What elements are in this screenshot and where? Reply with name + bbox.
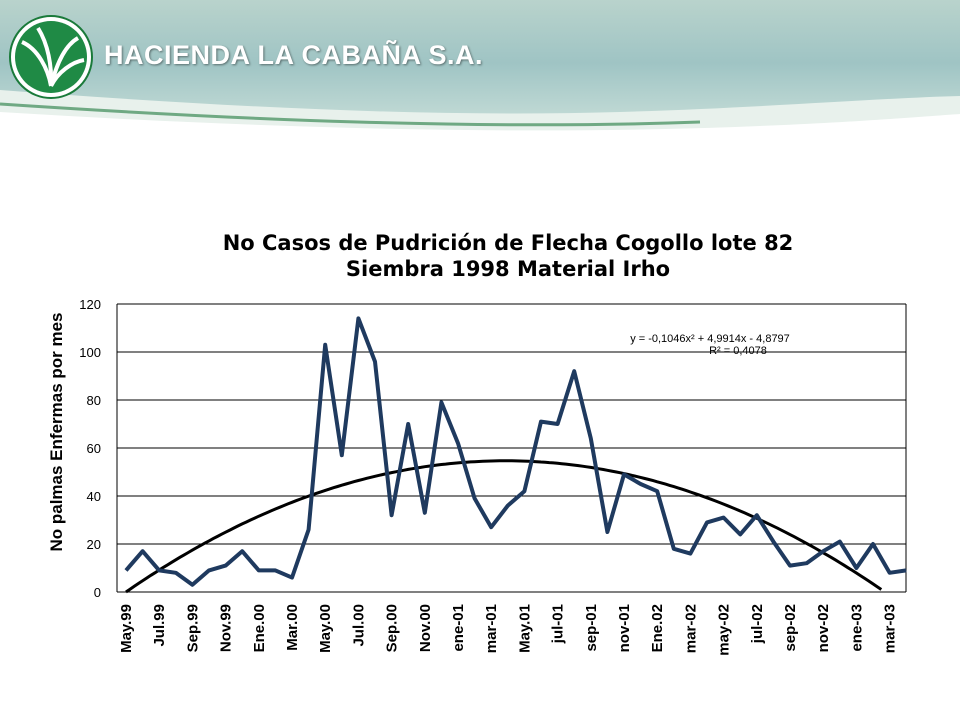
grid-lines	[116, 303, 907, 593]
trendline-r-squared: R² = 0,4078	[709, 345, 767, 357]
x-tick-label: Ene.02	[649, 604, 666, 652]
x-tick-label: Ene.00	[251, 604, 268, 652]
y-tick-label: 60	[87, 441, 101, 456]
x-tick-label: sep-02	[782, 604, 799, 652]
x-tick-label: ene-03	[848, 604, 865, 652]
x-tick-label: Nov.99	[218, 604, 235, 652]
x-tick-label: nov-01	[616, 604, 633, 652]
y-tick-label: 20	[87, 537, 101, 552]
trendline	[125, 459, 883, 594]
y-tick-label: 80	[87, 393, 101, 408]
x-tick-label: Sep.00	[384, 604, 401, 652]
y-tick-label: 120	[79, 297, 101, 312]
x-tick-label: mar-03	[882, 604, 899, 653]
y-tick-label: 40	[87, 489, 101, 504]
x-tick-label: May.99	[118, 604, 135, 653]
x-tick-label: jul-02	[749, 604, 766, 644]
x-tick-label: mar-02	[682, 604, 699, 653]
y-tick-labels: 0 20 40 60 80 100 120	[79, 297, 101, 600]
x-tick-label: May.00	[317, 604, 334, 653]
y-tick-label: 0	[94, 585, 101, 600]
chart-title-line1: No Casos de Pudrición de Flecha Cogollo …	[223, 231, 794, 255]
y-axis-label: No palmas Enfermas por mes	[47, 312, 66, 551]
x-tick-label: Sep.99	[184, 604, 201, 652]
company-name: HACIENDA LA CABAÑA S.A.	[104, 40, 483, 70]
trendline-equation: y = -0,1046x² + 4,9914x - 4,8797	[630, 333, 790, 345]
x-tick-labels: May.99 Jul.99 Sep.99 Nov.99 Ene.00 Mar.00 May.…	[118, 604, 899, 656]
x-tick-label: Mar.00	[284, 604, 301, 651]
x-tick-label: may-02	[716, 604, 733, 656]
banner-wave-decoration	[0, 90, 960, 140]
header-banner: HACIENDA LA CABAÑA S.A.	[0, 0, 960, 140]
x-tick-label: jul-01	[550, 604, 567, 644]
x-tick-label: Jul.99	[151, 604, 168, 647]
y-tick-label: 100	[79, 345, 101, 360]
x-tick-label: mar-01	[483, 604, 500, 653]
x-tick-label: Jul.00	[350, 604, 367, 647]
x-tick-label: May.01	[516, 604, 533, 653]
x-tick-label: nov-02	[815, 604, 832, 652]
x-tick-label: sep-01	[583, 604, 600, 652]
chart-title-line2: Siembra 1998 Material Irho	[346, 257, 670, 281]
company-logo	[9, 15, 93, 99]
x-tick-label: ene-01	[450, 604, 467, 652]
series-line	[124, 316, 907, 587]
x-tick-label: Nov.00	[417, 604, 434, 652]
